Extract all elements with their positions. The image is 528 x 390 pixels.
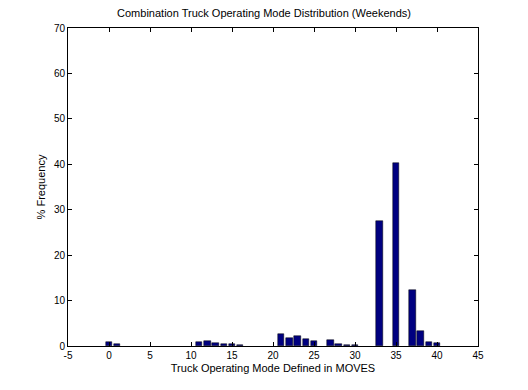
svg-text:20: 20 [267,350,279,361]
svg-text:% Frequency: % Frequency [35,154,47,219]
svg-text:35: 35 [390,350,402,361]
svg-text:25: 25 [308,350,320,361]
svg-text:30: 30 [349,350,361,361]
svg-text:45: 45 [472,350,484,361]
svg-text:70: 70 [54,23,66,34]
svg-text:0: 0 [106,350,112,361]
svg-text:0: 0 [59,341,65,352]
svg-text:40: 40 [54,159,66,170]
svg-text:30: 30 [54,204,66,215]
svg-text:10: 10 [185,350,197,361]
svg-text:50: 50 [54,113,66,124]
svg-text:40: 40 [431,350,443,361]
svg-text:Combination Truck Operating Mo: Combination Truck Operating Mode Distrib… [117,7,411,19]
svg-text:60: 60 [54,68,66,79]
svg-text:10: 10 [54,295,66,306]
svg-text:20: 20 [54,250,66,261]
svg-text:15: 15 [226,350,238,361]
svg-text:5: 5 [147,350,153,361]
svg-text:Truck Operating Mode Defined i: Truck Operating Mode Defined in MOVES [171,362,375,374]
svg-text:-5: -5 [64,350,73,361]
